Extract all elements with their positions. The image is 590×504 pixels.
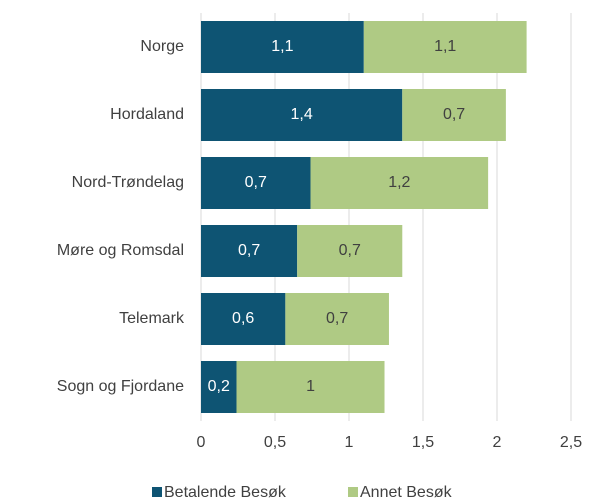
bar-segment <box>363 21 527 73</box>
x-tick-label: 0,5 <box>264 434 286 451</box>
value-label: 0,7 <box>238 242 260 259</box>
value-label: 1,1 <box>434 38 456 55</box>
value-label: 1,1 <box>271 38 293 55</box>
y-tick-label: Sogn og Fjordane <box>57 378 184 395</box>
value-label: 0,7 <box>245 174 267 191</box>
bar-segment <box>297 225 403 277</box>
bar-segment <box>201 361 237 413</box>
y-tick-label: Hordaland <box>110 106 184 123</box>
y-tick-label: Møre og Romsdal <box>57 242 184 259</box>
value-label: 0,7 <box>339 242 361 259</box>
legend-label: Betalende Besøk <box>164 484 287 501</box>
value-label: 0,2 <box>208 378 230 395</box>
bar-segment <box>285 293 389 345</box>
y-tick-label: Nord-Trøndelag <box>72 174 184 191</box>
bar-segment <box>201 225 298 277</box>
value-label: 0,7 <box>326 310 348 327</box>
bar-segment <box>201 293 286 345</box>
x-tick-label: 2 <box>493 434 502 451</box>
value-label: 0,7 <box>443 106 465 123</box>
bar-segment <box>201 157 311 209</box>
value-label: 1,2 <box>388 174 410 191</box>
legend-swatch <box>348 487 358 497</box>
bar-segment <box>236 361 385 413</box>
bar-segment <box>310 157 489 209</box>
value-label: 1 <box>306 378 315 395</box>
value-label: 0,6 <box>232 310 254 327</box>
legend-label: Annet Besøk <box>360 484 453 501</box>
x-tick-label: 1 <box>345 434 354 451</box>
x-tick-label: 2,5 <box>560 434 582 451</box>
x-tick-label: 1,5 <box>412 434 434 451</box>
y-tick-label: Norge <box>140 38 184 55</box>
legend-swatch <box>152 487 162 497</box>
bar-segment <box>201 89 403 141</box>
x-tick-label: 0 <box>197 434 206 451</box>
bar-segment <box>402 89 506 141</box>
y-tick-label: Telemark <box>119 310 185 327</box>
bar-segment <box>201 21 364 73</box>
value-label: 1,4 <box>291 106 313 123</box>
